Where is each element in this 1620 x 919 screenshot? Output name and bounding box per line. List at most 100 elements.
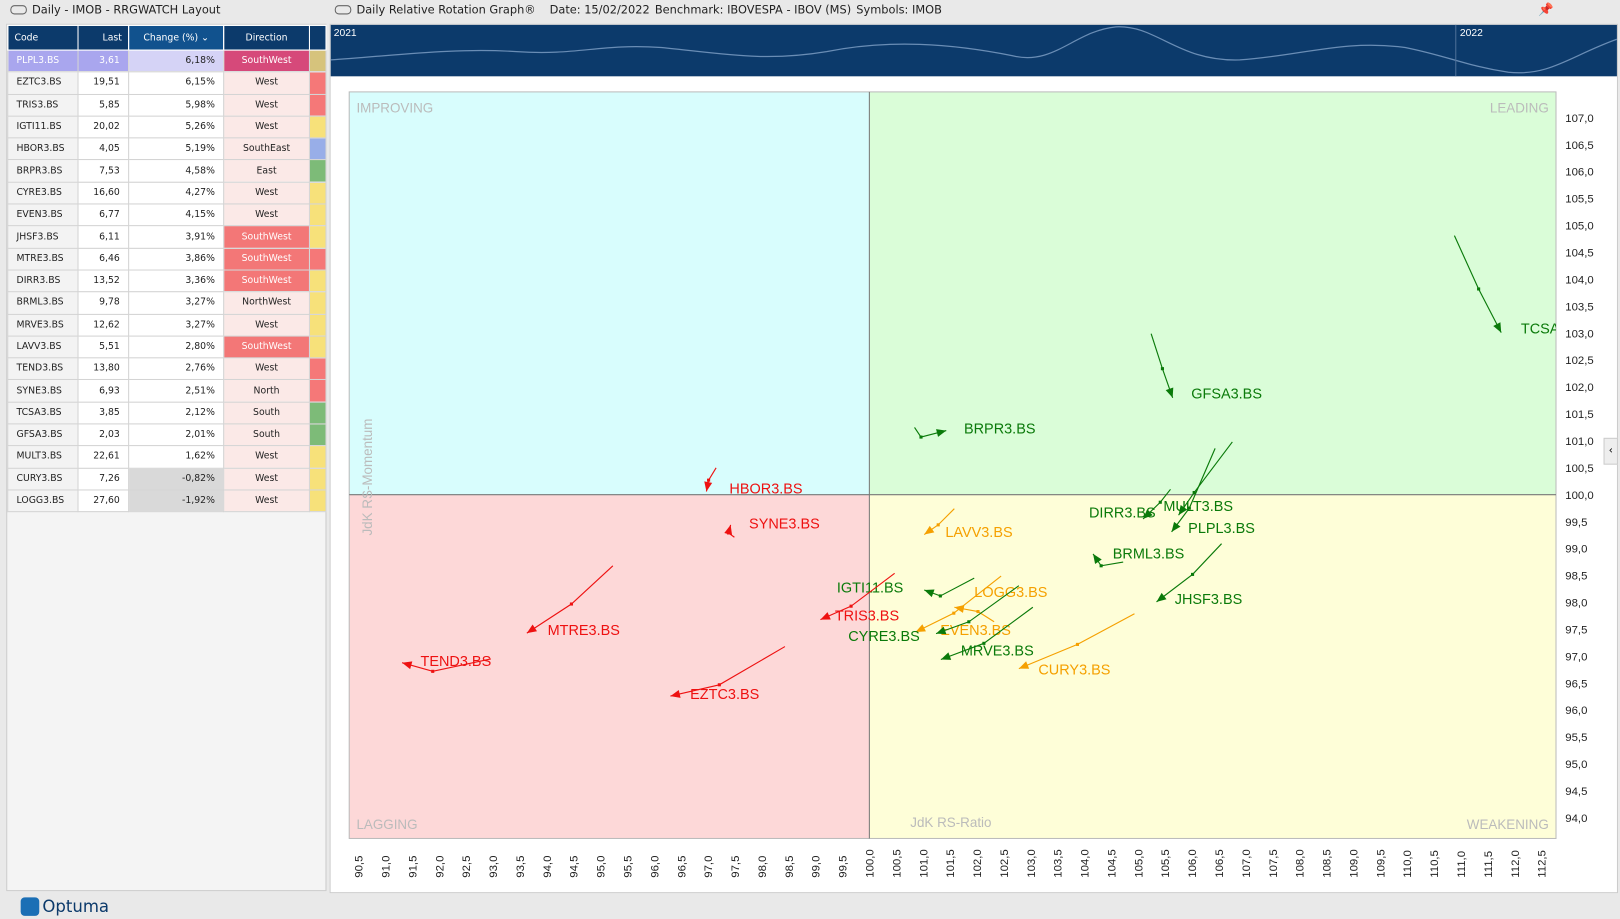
table-row[interactable]: CURY3.BS 7,26 -0,82% West: [7, 467, 327, 491]
symbol-label[interactable]: CYRE3.BS: [848, 629, 920, 645]
col-code[interactable]: Code: [7, 24, 79, 51]
cell-code[interactable]: BRPR3.BS: [7, 159, 79, 183]
cell-code[interactable]: JHSF3.BS: [7, 225, 79, 249]
table-row[interactable]: JHSF3.BS 6,11 3,91% SouthWest: [7, 225, 327, 249]
table-row[interactable]: EZTC3.BS 19,51 6,15% West: [7, 71, 327, 95]
x-tick-label: 106,0: [1187, 849, 1199, 877]
symbol-label[interactable]: JHSF3.BS: [1175, 592, 1242, 608]
table-row[interactable]: PLPL3.BS 3,61 6,18% SouthWest: [7, 49, 327, 73]
table-row[interactable]: EVEN3.BS 6,77 4,15% West: [7, 203, 327, 227]
cell-code[interactable]: IGTI11.BS: [7, 115, 79, 139]
symbol-label[interactable]: LAVV3.BS: [945, 525, 1012, 541]
symbol-label[interactable]: SYNE3.BS: [749, 517, 820, 533]
arrow-head[interactable]: [936, 626, 947, 635]
table-row[interactable]: LOGG3.BS 27,60 -1,92% West: [7, 489, 327, 513]
rrg-chart[interactable]: IMPROVING LEADING LAGGING WEAKENING JdK RS-R…: [331, 76, 1617, 892]
symbol-label[interactable]: DIRR3.BS: [1089, 505, 1156, 521]
cell-code[interactable]: BRML3.BS: [7, 291, 79, 315]
symbol-label[interactable]: MRVE3.BS: [961, 644, 1034, 660]
col-direction[interactable]: Direction: [223, 24, 310, 51]
table-row[interactable]: MRVE3.BS 12,62 3,27% West: [7, 313, 327, 337]
symbol-label[interactable]: LOGG3.BS: [974, 585, 1047, 601]
cell-code[interactable]: LAVV3.BS: [7, 335, 79, 359]
table-row[interactable]: BRPR3.BS 7,53 4,58% East: [7, 159, 327, 183]
arrow-head[interactable]: [1493, 322, 1502, 333]
symbol-label[interactable]: TRIS3.BS: [835, 609, 899, 625]
cell-code[interactable]: HBOR3.BS: [7, 137, 79, 161]
cell-code[interactable]: LOGG3.BS: [7, 489, 79, 513]
table-row[interactable]: TCSA3.BS 3,85 2,12% South: [7, 401, 327, 425]
col-change[interactable]: Change (%) ⌄: [128, 24, 225, 51]
cell-color-strip: [308, 71, 327, 95]
arrow-head[interactable]: [1156, 592, 1167, 602]
symbol-label[interactable]: GFSA3.BS: [1191, 387, 1262, 403]
table-row[interactable]: GFSA3.BS 2,03 2,01% South: [7, 423, 327, 447]
arrow-head[interactable]: [915, 624, 926, 633]
arrow-head[interactable]: [924, 525, 935, 535]
cell-code[interactable]: EZTC3.BS: [7, 71, 79, 95]
cell-code[interactable]: MTRE3.BS: [7, 247, 79, 271]
pin-icon[interactable]: 📌: [1538, 2, 1554, 17]
cell-code[interactable]: GFSA3.BS: [7, 423, 79, 447]
table-row[interactable]: MULT3.BS 22,61 1,62% West: [7, 445, 327, 469]
symbol-label[interactable]: IGTI11.BS: [837, 581, 903, 597]
symbol-label[interactable]: CURY3.BS: [1038, 662, 1110, 678]
arrow-head[interactable]: [526, 624, 538, 634]
x-tick-label: 110,0: [1402, 850, 1414, 878]
symbol-label[interactable]: MTRE3.BS: [548, 623, 620, 639]
table-row[interactable]: SYNE3.BS 6,93 2,51% North: [7, 379, 327, 403]
arrow-head[interactable]: [1165, 387, 1174, 398]
col-color: [308, 24, 327, 51]
table-row[interactable]: IGTI11.BS 20,02 5,26% West: [7, 115, 327, 139]
x-tick-label: 109,5: [1375, 849, 1387, 877]
arrow-head[interactable]: [940, 652, 952, 660]
table-row[interactable]: LAVV3.BS 5,51 2,80% SouthWest: [7, 335, 327, 359]
symbol-label[interactable]: BRML3.BS: [1113, 547, 1185, 563]
arrow-head[interactable]: [724, 524, 733, 536]
cell-code[interactable]: DIRR3.BS: [7, 269, 79, 293]
arrow-head[interactable]: [924, 589, 935, 598]
arrow-head[interactable]: [670, 690, 681, 698]
table-row[interactable]: DIRR3.BS 13,52 3,36% SouthWest: [7, 269, 327, 293]
symbol-label[interactable]: MULT3.BS: [1163, 499, 1233, 515]
cell-code[interactable]: MULT3.BS: [7, 445, 79, 469]
timeline-strip[interactable]: 2021 2022: [330, 24, 1617, 77]
cell-code[interactable]: MRVE3.BS: [7, 313, 79, 337]
x-tick-label: 101,0: [918, 849, 930, 877]
arrow-head[interactable]: [1093, 553, 1102, 565]
cell-code[interactable]: SYNE3.BS: [7, 379, 79, 403]
collapse-panel-button[interactable]: ‹: [1603, 437, 1618, 465]
table-row[interactable]: MTRE3.BS 6,46 3,86% SouthWest: [7, 247, 327, 271]
table-row[interactable]: TRIS3.BS 5,85 5,98% West: [7, 93, 327, 117]
cell-color-strip: [308, 357, 327, 381]
cell-direction: West: [223, 489, 310, 513]
cell-code[interactable]: CURY3.BS: [7, 467, 79, 491]
symbol-label[interactable]: PLPL3.BS: [1188, 521, 1255, 537]
arrow-head[interactable]: [704, 481, 713, 492]
cell-code[interactable]: TCSA3.BS: [7, 401, 79, 425]
arrow-head[interactable]: [936, 429, 947, 437]
arrow-head[interactable]: [1171, 521, 1181, 532]
table-row[interactable]: BRML3.BS 9,78 3,27% NorthWest: [7, 291, 327, 315]
cell-code[interactable]: CYRE3.BS: [7, 181, 79, 205]
cell-code[interactable]: TRIS3.BS: [7, 93, 79, 117]
arrow-head[interactable]: [1018, 661, 1030, 669]
arrow-head[interactable]: [1178, 505, 1188, 516]
cell-code[interactable]: TEND3.BS: [7, 357, 79, 381]
arrow-head[interactable]: [820, 612, 831, 620]
table-row[interactable]: HBOR3.BS 4,05 5,19% SouthEast: [7, 137, 327, 161]
cell-code[interactable]: EVEN3.BS: [7, 203, 79, 227]
symbol-label[interactable]: TEND3.BS: [421, 654, 492, 670]
arrow-head[interactable]: [1143, 509, 1153, 519]
symbol-label[interactable]: EVEN3.BS: [940, 623, 1011, 639]
y-tick-label: 96,0: [1565, 705, 1587, 717]
symbol-label[interactable]: EZTC3.BS: [690, 687, 759, 703]
symbol-label[interactable]: TCSA: [1521, 322, 1560, 338]
symbol-label[interactable]: HBOR3.BS: [729, 482, 802, 498]
table-row[interactable]: CYRE3.BS 16,60 4,27% West: [7, 181, 327, 205]
arrow-head[interactable]: [402, 661, 413, 670]
col-last[interactable]: Last: [77, 24, 130, 51]
cell-code[interactable]: PLPL3.BS: [7, 49, 79, 73]
table-row[interactable]: TEND3.BS 13,80 2,76% West: [7, 357, 327, 381]
symbol-label[interactable]: BRPR3.BS: [964, 422, 1036, 438]
